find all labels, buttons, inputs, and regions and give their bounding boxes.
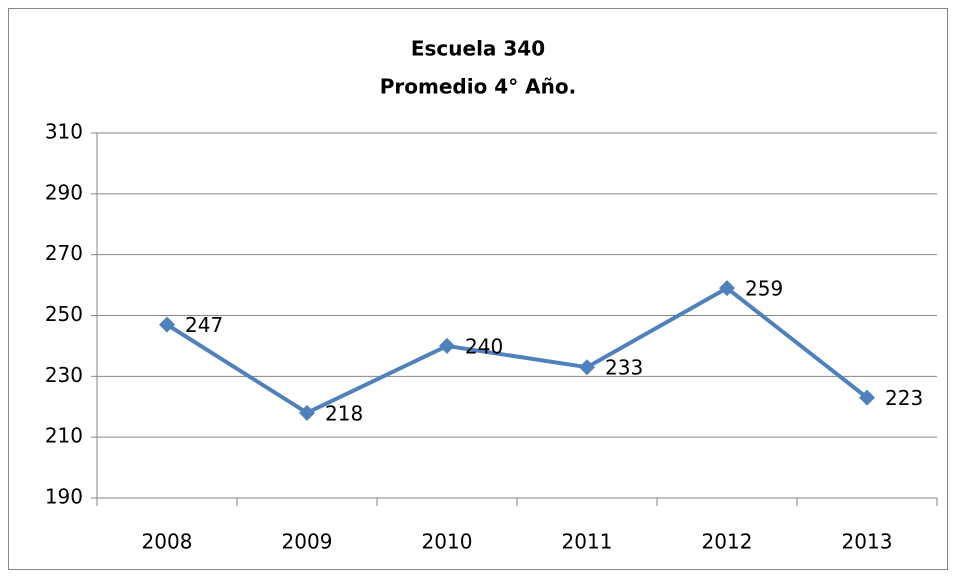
y-tick-label: 310: [45, 120, 83, 144]
data-marker: [299, 404, 315, 421]
chart-title: Escuela 340: [411, 37, 545, 61]
data-label: 247: [185, 313, 223, 337]
data-label: 259: [745, 277, 783, 301]
x-tick-label: 2010: [422, 530, 473, 554]
data-marker: [439, 337, 455, 354]
y-tick-label: 230: [45, 363, 83, 387]
x-tick-label: 2013: [842, 530, 893, 554]
y-tick-label: 210: [45, 424, 83, 448]
data-label: 218: [325, 401, 363, 425]
data-label: 233: [605, 356, 643, 380]
x-tick-label: 2009: [282, 530, 333, 554]
chart-border: [8, 8, 948, 570]
data-label: 240: [465, 334, 503, 358]
data-marker: [579, 359, 595, 376]
y-tick-label: 190: [45, 485, 83, 509]
y-tick-label: 270: [45, 241, 83, 265]
data-label: 223: [885, 386, 923, 410]
data-marker: [859, 389, 875, 406]
y-tick-label: 290: [45, 180, 83, 204]
data-line: [165, 286, 869, 415]
chart-subtitle: Promedio 4° Año.: [380, 75, 576, 99]
data-marker: [159, 316, 175, 333]
data-marker: [719, 280, 735, 297]
x-tick-label: 2011: [562, 530, 613, 554]
y-tick-label: 250: [45, 302, 83, 326]
x-tick-label: 2008: [142, 530, 193, 554]
x-tick-label: 2012: [702, 530, 753, 554]
